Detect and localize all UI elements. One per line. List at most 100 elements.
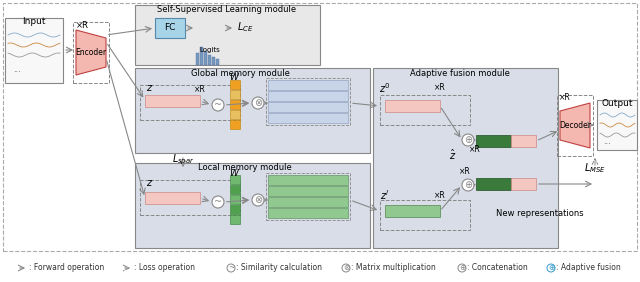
Text: $\mathit{z}$: $\mathit{z}$ (147, 178, 154, 188)
Text: $\mathit{L}_{spar}$: $\mathit{L}_{spar}$ (172, 153, 195, 167)
Text: ...: ... (13, 65, 21, 74)
Text: : Loss operation: : Loss operation (134, 263, 195, 272)
Bar (266, 78, 350, 125)
Bar (204, 51, 207, 65)
Bar (135, 5, 320, 65)
Bar (230, 215, 240, 224)
Text: $\mathit{z}$: $\mathit{z}$ (147, 83, 154, 93)
Text: : Concatenation: : Concatenation (467, 263, 528, 272)
Text: Self-Supervised Learning module: Self-Supervised Learning module (157, 5, 296, 14)
Bar (268, 208, 348, 218)
Bar (230, 110, 240, 119)
Text: $\mathit{z}^l$: $\mathit{z}^l$ (380, 188, 390, 202)
Bar (3, 3, 637, 251)
Circle shape (252, 97, 264, 109)
Bar (380, 95, 470, 125)
Bar (230, 120, 240, 129)
Bar (268, 186, 348, 196)
Polygon shape (76, 30, 106, 75)
Bar (268, 175, 348, 185)
Text: ⊕: ⊕ (464, 135, 472, 145)
Bar (268, 102, 348, 112)
Text: ×R: ×R (469, 146, 481, 155)
Bar (145, 192, 200, 204)
Text: ×R: ×R (459, 168, 471, 177)
Bar (476, 178, 511, 190)
Text: ×R: ×R (76, 21, 88, 30)
Text: Global memory module: Global memory module (191, 69, 289, 78)
Text: $\mathit{W}$: $\mathit{W}$ (229, 166, 241, 177)
Bar (230, 80, 240, 89)
Circle shape (212, 196, 224, 208)
Bar (476, 135, 511, 147)
Text: ⊕: ⊕ (464, 180, 472, 190)
Bar (196, 53, 199, 65)
Text: Local memory module: Local memory module (198, 164, 292, 173)
Bar (373, 68, 558, 248)
Text: $\mathit{L}_{CE}$: $\mathit{L}_{CE}$ (237, 20, 253, 34)
Text: Encoder: Encoder (76, 48, 107, 57)
Bar (511, 135, 536, 147)
Bar (230, 195, 240, 204)
Bar (230, 205, 240, 214)
Bar (208, 55, 211, 65)
Circle shape (462, 179, 474, 191)
Bar (140, 85, 240, 120)
Text: Output: Output (601, 100, 633, 109)
Text: Logits: Logits (200, 47, 220, 53)
Bar (5, 18, 63, 83)
Bar (557, 95, 593, 156)
Text: Input: Input (22, 17, 45, 27)
Bar (385, 100, 440, 112)
Bar (200, 47, 203, 65)
Text: : Adaptive fusion: : Adaptive fusion (556, 263, 621, 272)
Bar (268, 80, 348, 90)
Text: ×R: ×R (434, 191, 446, 199)
Text: ~: ~ (228, 263, 234, 272)
Polygon shape (560, 103, 590, 148)
Bar (266, 173, 350, 220)
Bar (145, 95, 200, 107)
Bar (230, 100, 240, 109)
Bar (135, 68, 370, 153)
Bar (268, 197, 348, 207)
Text: New representations: New representations (496, 208, 584, 217)
Text: ⊗: ⊗ (254, 195, 262, 205)
Text: ⊕: ⊕ (459, 263, 465, 272)
Bar (511, 178, 536, 190)
Text: FC: FC (164, 23, 176, 32)
Circle shape (547, 264, 555, 272)
Text: $\mathit{z}^0$: $\mathit{z}^0$ (380, 81, 391, 95)
Circle shape (342, 264, 350, 272)
Text: ×R: ×R (194, 85, 206, 94)
Circle shape (227, 264, 235, 272)
Text: Decoder: Decoder (559, 121, 591, 130)
Text: Adaptive fusion module: Adaptive fusion module (410, 69, 510, 78)
Bar (216, 59, 219, 65)
Bar (140, 180, 240, 215)
Circle shape (212, 99, 224, 111)
Text: ⊗: ⊗ (343, 263, 349, 272)
Text: ×R: ×R (559, 94, 571, 102)
Text: : Forward operation: : Forward operation (29, 263, 104, 272)
Text: ~: ~ (214, 197, 222, 207)
Text: $\hat{\mathit{z}}$: $\hat{\mathit{z}}$ (449, 148, 457, 162)
Bar (230, 90, 240, 99)
Bar (155, 18, 185, 38)
Bar (268, 91, 348, 101)
Bar (268, 113, 348, 123)
Circle shape (458, 264, 466, 272)
Text: ...: ... (603, 138, 611, 147)
Bar (73, 22, 109, 83)
Bar (135, 163, 370, 248)
Bar (385, 205, 440, 217)
Bar (230, 175, 240, 184)
Circle shape (252, 194, 264, 206)
Text: ×R: ×R (434, 83, 446, 92)
Bar (380, 200, 470, 230)
Bar (597, 100, 637, 150)
Text: ⊕: ⊕ (548, 263, 554, 272)
Text: $\mathit{L}_{MSE}$: $\mathit{L}_{MSE}$ (584, 161, 606, 175)
Text: $\mathit{W}$: $\mathit{W}$ (229, 72, 241, 83)
Circle shape (462, 134, 474, 146)
